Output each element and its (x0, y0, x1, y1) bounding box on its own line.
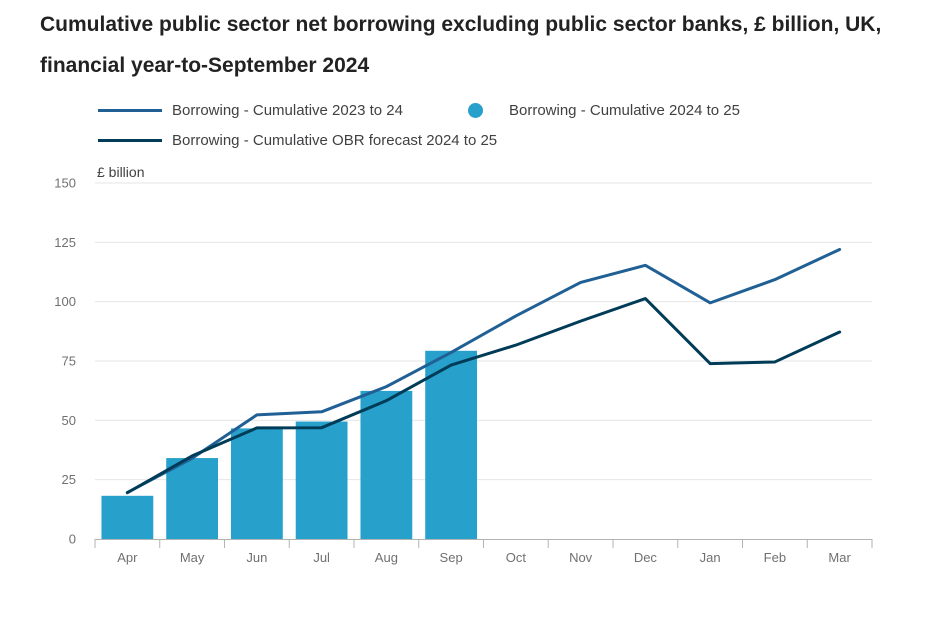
x-tick-label-may: May (180, 550, 205, 565)
series-lines (125, 247, 842, 495)
x-tick-label-sep: Sep (440, 550, 463, 565)
y-tick-label-100: 100 (54, 294, 76, 309)
chart-title: Cumulative public sector net borrowing e… (40, 13, 882, 77)
bar-jun (230, 428, 283, 539)
y-tick-label-0: 0 (69, 532, 76, 547)
y-tick-label-50: 50 (62, 413, 76, 428)
x-tick-label-dec: Dec (634, 550, 658, 565)
line-2023-24 (125, 247, 842, 494)
y-tick-label-25: 25 (62, 472, 76, 487)
line-obr-forecast (125, 297, 842, 495)
bar-sep (425, 350, 478, 539)
x-tick-label-aug: Aug (375, 550, 398, 565)
gridlines (95, 182, 872, 481)
bar-may (166, 458, 219, 539)
x-axis: Apr May Jun Jul Aug Sep Oct Nov Dec Jan Feb Mar (94, 539, 873, 565)
x-tick-label-apr: Apr (117, 550, 138, 565)
bar-jul (295, 421, 348, 539)
x-tick-label-jun: Jun (246, 550, 267, 565)
bar-aug (360, 390, 413, 539)
y-axis-unit-label: £ billion (97, 164, 145, 180)
x-tick-label-oct: Oct (506, 550, 527, 565)
x-tick-label-jan: Jan (700, 550, 721, 565)
x-tick-label-nov: Nov (569, 550, 593, 565)
bar-apr (101, 495, 154, 539)
bars-2024-25 (101, 350, 478, 539)
x-tick-label-jul: Jul (313, 550, 330, 565)
y-tick-label-150: 150 (54, 176, 76, 191)
y-tick-label-75: 75 (62, 354, 76, 369)
y-axis-ticks: 0 25 50 75 100 125 150 (54, 176, 76, 547)
y-tick-label-125: 125 (54, 235, 76, 250)
x-tick-label-feb: Feb (764, 550, 786, 565)
x-tick-label-mar: Mar (828, 550, 851, 565)
